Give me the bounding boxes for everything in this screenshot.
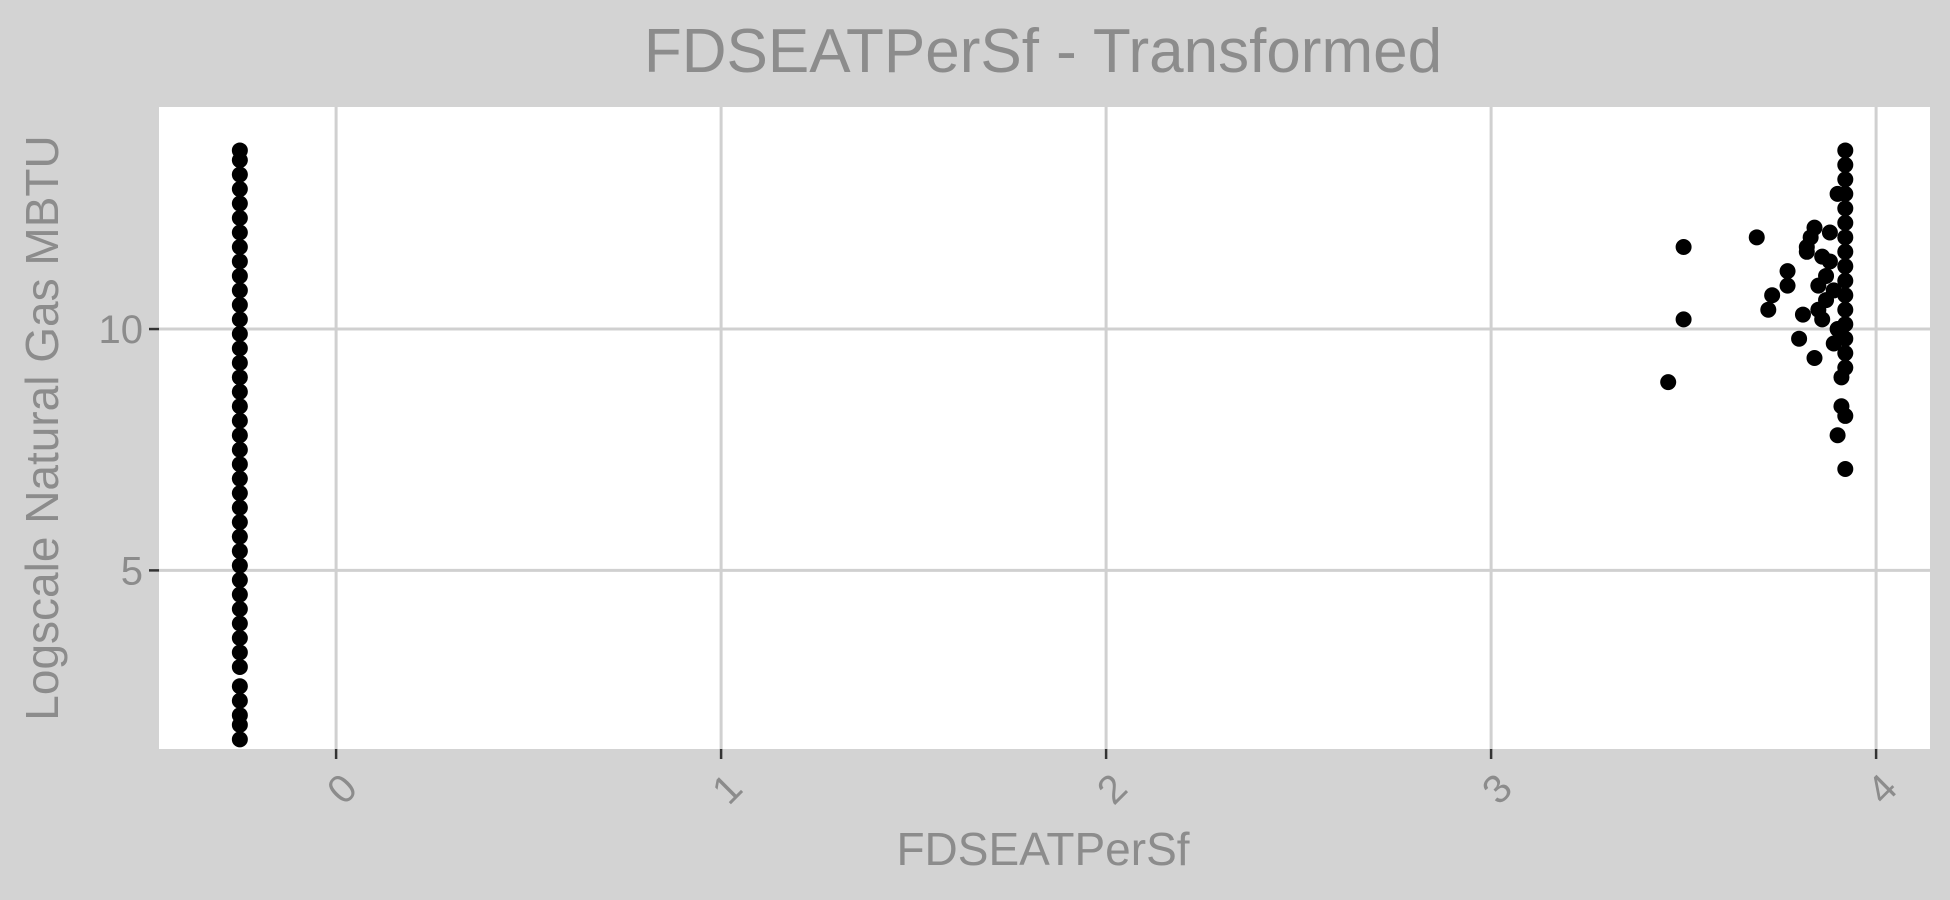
data-point [231,282,248,299]
data-point [231,499,248,516]
data-point [231,572,248,589]
data-point [1779,277,1796,294]
data-point [1764,287,1781,304]
data-point [231,543,248,560]
data-point [1837,359,1854,376]
data-point [231,238,248,255]
data-point [231,210,248,227]
data-point [1837,345,1854,362]
data-point [1837,407,1854,424]
data-point [231,142,248,159]
data-point [231,528,248,545]
data-point [1821,253,1838,270]
data-point [231,485,248,502]
data-point [1837,316,1854,333]
y-axis-title: Logscale Natural Gas MBTU [16,135,68,720]
data-point [231,325,248,342]
data-point [231,601,248,618]
data-point [1760,301,1777,318]
data-point [1660,374,1677,391]
data-point [231,296,248,313]
data-point [231,181,248,198]
data-point [231,195,248,212]
data-point [1837,301,1854,318]
data-point [1837,185,1854,202]
y-tick-label: 10 [99,308,144,352]
data-point [1837,142,1854,159]
x-gridlines [334,107,1878,749]
data-point [1837,272,1854,289]
data-points [231,142,1854,748]
data-point [231,629,248,646]
data-point [231,267,248,284]
data-point [1837,171,1854,188]
data-point [1837,229,1854,246]
data-point [231,731,248,748]
data-point [1806,350,1823,367]
data-point [231,707,248,724]
data-point [1837,287,1854,304]
data-point [1837,243,1854,260]
data-point [1779,263,1796,280]
data-point [1837,214,1854,231]
data-point [1837,156,1854,173]
data-point [231,340,248,357]
data-point [1675,311,1692,328]
data-point [231,441,248,458]
data-point [231,456,248,473]
plot-panel [159,107,1930,749]
y-axis-ticks: 5 10 [99,308,159,593]
y-tick-label: 5 [121,549,143,593]
data-point [231,369,248,386]
data-point [1821,224,1838,241]
data-point [231,470,248,487]
data-point [1818,267,1835,284]
data-point [231,586,248,603]
data-point [1837,330,1854,347]
data-point [231,615,248,632]
data-point [1794,306,1811,323]
data-point [1814,311,1831,328]
data-point [231,692,248,709]
data-point [1837,200,1854,217]
data-point [1837,258,1854,275]
data-point [1675,238,1692,255]
data-point [1829,427,1846,444]
x-axis-title: FDSEATPerSf [896,823,1189,875]
data-point [231,383,248,400]
data-point [231,678,248,695]
data-point [231,658,248,675]
data-point [231,557,248,574]
data-point [231,427,248,444]
data-point [1837,461,1854,478]
data-point [231,311,248,328]
data-point [231,354,248,371]
chart-title: FDSEATPerSf - Transformed [644,17,1442,86]
data-point [1748,229,1765,246]
data-point [231,514,248,531]
data-point [1806,219,1823,236]
data-point [1791,330,1808,347]
y-gridlines [159,327,1930,572]
data-point [231,398,248,415]
data-point [231,166,248,183]
data-point [231,224,248,241]
data-point [231,412,248,429]
data-point [231,644,248,661]
data-point [231,253,248,270]
